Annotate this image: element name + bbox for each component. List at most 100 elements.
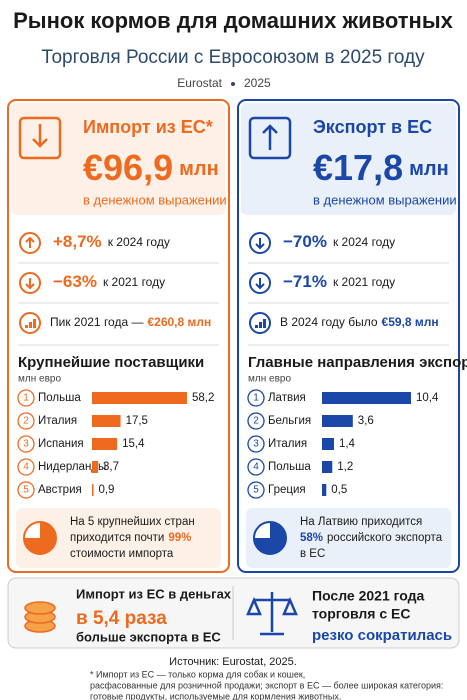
amount: €17,8 млн <box>313 147 449 188</box>
note-line: 58% российского экспорта <box>300 532 443 544</box>
value-label: 1,4 <box>339 438 356 450</box>
text-part: €59,8 млн <box>382 315 439 329</box>
source-label: Eurostat <box>177 76 222 90</box>
summary-line: больше экспорта в ЕС <box>76 629 221 644</box>
text-part: 58% <box>300 532 323 544</box>
text-part: 99% <box>168 532 191 544</box>
category-label: Польша <box>268 461 311 473</box>
header-icon-arrow <box>262 124 278 150</box>
change: −71% к 2021 году <box>283 272 395 291</box>
footnote: расфасованные для розничной продажи; экс… <box>90 680 443 690</box>
change-arrow <box>25 236 35 248</box>
change-icon <box>249 272 271 294</box>
text-part: −63% <box>53 272 97 291</box>
footer-source: Источник: Eurostat, 2025. <box>169 656 297 668</box>
text-part: млн <box>179 158 219 180</box>
text-part: €17,8 <box>313 147 403 188</box>
summary-highlight: резко сократилась <box>312 627 452 644</box>
change-arrow <box>255 238 265 250</box>
category-label: Польша <box>38 392 81 404</box>
note-pie-slice <box>24 522 56 554</box>
text-part: В 2024 году было <box>280 315 378 329</box>
rank-badge <box>247 389 265 407</box>
note-line: На Латвию приходится <box>300 516 422 528</box>
coin-icon <box>24 601 56 615</box>
note-box <box>246 508 451 568</box>
dot <box>231 82 235 86</box>
value-label: 1,2 <box>337 461 353 473</box>
value-label: 58,2 <box>192 392 214 404</box>
note-line: стоимости импорта <box>70 548 174 560</box>
rank: 2 <box>253 416 259 427</box>
category-label: Италия <box>268 438 307 450</box>
amount-caption: в денежном выражении <box>83 192 227 207</box>
change-arrow <box>255 278 265 290</box>
peak-icon-bar <box>255 325 258 328</box>
change-icon <box>249 232 271 254</box>
value-label: 10,4 <box>416 392 439 404</box>
rank-badge <box>17 389 35 407</box>
chart-title: Крупнейшие поставщики <box>18 354 204 371</box>
text-part: +8,7% <box>53 232 102 251</box>
rank-badge <box>17 458 35 476</box>
text-part: −70% <box>283 232 327 251</box>
year-label: 2025 <box>244 76 271 90</box>
text-part: к 2024 году <box>108 235 170 249</box>
rank: 1 <box>253 393 259 404</box>
scales-icon <box>246 592 298 636</box>
bar <box>322 484 327 496</box>
bar <box>92 438 118 450</box>
rank-badge <box>17 481 35 499</box>
text-part: €260,8 млн <box>147 315 211 329</box>
chart-title: Главные направления экспорта <box>248 354 467 371</box>
category-label: Испания <box>38 438 84 450</box>
value-label: 15,4 <box>122 438 145 450</box>
text-part: −71% <box>283 272 327 291</box>
bar <box>322 461 333 473</box>
peak: В 2024 году было €59,8 млн <box>280 315 439 329</box>
rank: 4 <box>253 462 259 473</box>
note-line: в ЕС <box>300 548 325 560</box>
peak-icon <box>19 312 41 334</box>
footnote: * Импорт из ЕС — только корма для собак … <box>90 669 305 679</box>
peak-icon <box>249 312 271 334</box>
bar <box>92 415 121 427</box>
bar <box>92 392 187 404</box>
bar <box>322 438 334 450</box>
rank-badge <box>247 435 265 453</box>
summary-line: После 2021 года <box>312 588 425 604</box>
change: −63% к 2021 году <box>53 272 165 291</box>
text-part: к 2024 году <box>333 235 395 249</box>
peak: Пик 2021 года — €260,8 млн <box>50 315 211 329</box>
summary-line: торговля с ЕС <box>312 606 410 622</box>
change-icon <box>19 232 41 254</box>
bar <box>322 415 353 427</box>
category-label: Латвия <box>268 392 306 404</box>
change-arrow <box>25 278 35 290</box>
chart-unit: млн евро <box>18 374 61 385</box>
footnote: готовые продукты, используемые для кормл… <box>90 691 341 700</box>
page-title: Рынок кормов для домашних животных <box>13 8 453 33</box>
bar <box>92 484 94 496</box>
text-part: приходится почти <box>70 532 164 544</box>
peak-icon-bar <box>29 322 32 328</box>
category-label: Бельгия <box>268 415 311 427</box>
rank: 5 <box>23 485 29 496</box>
chart-unit: млн евро <box>248 374 291 385</box>
peak-icon-bar <box>25 325 28 328</box>
text-part: Пик 2021 года — <box>50 315 143 329</box>
note-box <box>16 508 221 568</box>
text-part: €96,9 <box>83 147 173 188</box>
header-icon-arrow <box>32 124 48 148</box>
summary-highlight: в 5,4 раза <box>76 608 167 629</box>
value-label: 3,6 <box>358 415 374 427</box>
category-label: Нидерланды <box>38 461 106 473</box>
peak-icon-bar <box>263 319 266 328</box>
panel-title: Импорт из ЕС* <box>83 117 213 137</box>
note-line: приходится почти 99% <box>70 532 191 544</box>
panel <box>237 99 460 573</box>
panel-header <box>11 103 226 215</box>
text-part: российского экспорта <box>327 532 443 544</box>
amount: €96,9 млн <box>83 147 219 188</box>
rank: 3 <box>253 439 259 450</box>
